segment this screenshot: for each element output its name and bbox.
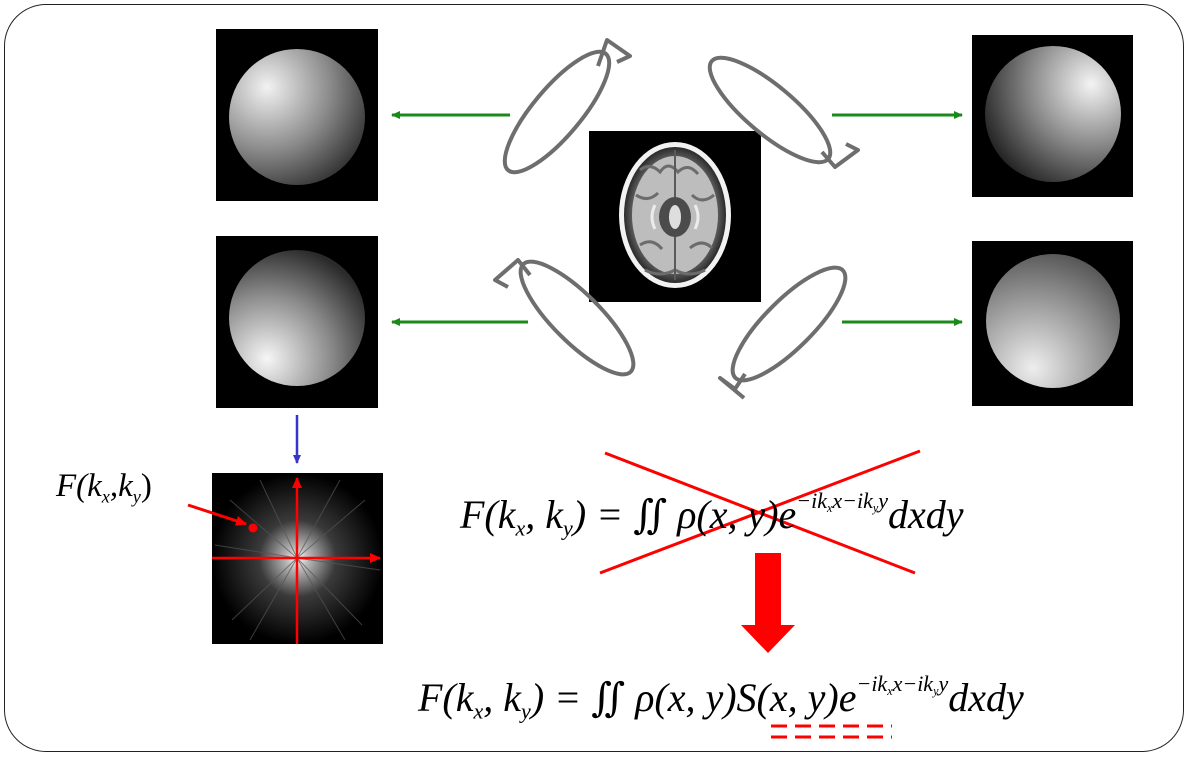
sensitivity-underline (771, 724, 892, 739)
coil-image-3 (216, 236, 378, 408)
coil-element-bottom-left (493, 258, 636, 377)
coil-element-top-right (707, 55, 860, 169)
coil-image-1 (216, 29, 378, 201)
brain-mri-image (589, 131, 761, 302)
kspace-pointer-arrow (187, 503, 247, 526)
fourier-equation-original: F(kx, ky) = ∬ ρ(x, y)e−ikxx−ikyydxdy (460, 488, 964, 541)
strike-line-2 (599, 449, 921, 575)
kspace-image (212, 473, 383, 644)
coil-image-2 (972, 35, 1133, 197)
coil-image-4 (972, 241, 1133, 406)
sensitivity-term: S(x, y) (736, 674, 839, 720)
kspace-label: F(kx,ky) (56, 468, 152, 507)
coil-element-bottom-right (718, 265, 848, 400)
fourier-equation-with-sensitivity: F(kx, ky) = ∬ ρ(x, y)S(x, y)e−ikxx−ikyyd… (418, 671, 1024, 724)
coil-element-top-left (502, 38, 632, 175)
big-down-arrow (741, 553, 795, 653)
kspace-sample-point (248, 523, 258, 533)
